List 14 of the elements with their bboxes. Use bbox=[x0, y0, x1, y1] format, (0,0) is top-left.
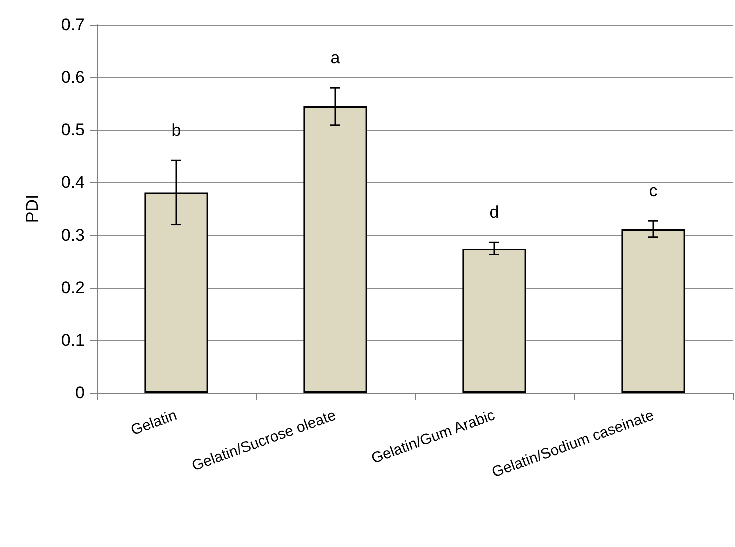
y-axis-title: PDI bbox=[23, 194, 42, 224]
x-tick-label: Gelatin bbox=[128, 407, 180, 440]
annotation: b bbox=[172, 121, 182, 140]
y-tick-label: 0 bbox=[76, 384, 85, 402]
y-tick-label: 0.6 bbox=[61, 68, 85, 88]
y-tick-label: 0.7 bbox=[61, 16, 85, 34]
y-tick-label: 0.3 bbox=[61, 226, 85, 245]
y-tick-label: 0.2 bbox=[61, 278, 85, 298]
y-tick-label: 0.5 bbox=[61, 120, 85, 140]
y-tick-label: 0.1 bbox=[61, 330, 85, 350]
annotation: a bbox=[330, 48, 341, 68]
annotation: c bbox=[649, 182, 658, 201]
annotation: d bbox=[490, 203, 500, 222]
y-tick-label: 0.4 bbox=[61, 173, 85, 192]
